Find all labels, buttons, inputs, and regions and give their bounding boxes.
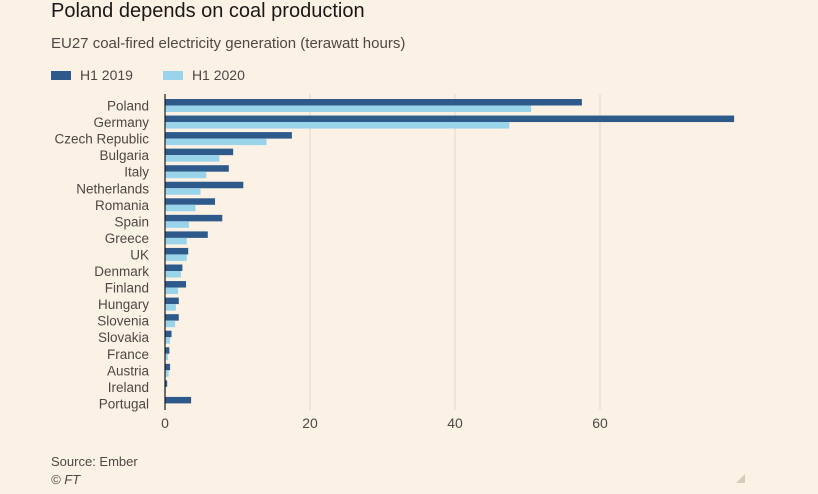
category-label-poland: Poland <box>107 99 149 114</box>
category-label-greece: Greece <box>105 231 149 246</box>
bar-finland-h1-2019 <box>165 281 187 288</box>
category-label-czech-republic: Czech Republic <box>54 132 149 147</box>
bar-slovakia-h1-2020 <box>165 337 171 344</box>
category-label-italy: Italy <box>124 165 149 180</box>
legend-swatch-h1-2020 <box>162 70 183 80</box>
category-label-slovakia: Slovakia <box>98 330 150 345</box>
legend-label-h1-2019: H1 2019 <box>80 67 133 83</box>
legend-item-h1-2020: H1 2020 <box>162 67 245 83</box>
bar-romania-h1-2019 <box>165 198 216 205</box>
x-tick-label-60: 60 <box>592 415 608 431</box>
bar-denmark-h1-2020 <box>165 271 181 278</box>
category-label-hungary: Hungary <box>98 297 149 312</box>
bar-slovenia-h1-2020 <box>165 320 176 328</box>
bar-denmark-h1-2019 <box>165 264 183 271</box>
category-label-portugal: Portugal <box>99 396 149 411</box>
category-label-netherlands: Netherlands <box>76 181 149 196</box>
category-label-bulgaria: Bulgaria <box>99 148 149 163</box>
bar-italy-h1-2020 <box>165 171 207 179</box>
credit-note: © FT <box>51 472 81 487</box>
bar-greece-h1-2020 <box>165 237 187 245</box>
corner-mark <box>736 474 745 483</box>
bar-ireland-h1-2019 <box>165 380 168 387</box>
bar-austria-h1-2019 <box>165 363 171 371</box>
bar-poland-h1-2019 <box>165 99 582 106</box>
bar-finland-h1-2020 <box>165 287 179 295</box>
x-tick-label-40: 40 <box>447 415 463 431</box>
bar-bulgaria-h1-2019 <box>165 148 234 156</box>
category-label-france: France <box>107 347 149 362</box>
legend-item-h1-2019: H1 2019 <box>51 67 133 83</box>
bar-germany-h1-2020 <box>165 122 510 129</box>
bar-france-h1-2019 <box>165 347 170 354</box>
legend-label-h1-2020: H1 2020 <box>191 67 245 83</box>
bar-austria-h1-2020 <box>165 370 169 377</box>
bar-slovakia-h1-2019 <box>165 330 172 338</box>
chart-title: Poland depends on coal production <box>51 0 365 22</box>
bar-bulgaria-h1-2020 <box>165 155 220 162</box>
chart-subtitle: EU27 coal-fired electricity generation (… <box>51 35 406 52</box>
category-label-uk: UK <box>130 247 149 262</box>
bar-portugal-h1-2019 <box>165 396 192 404</box>
bar-hungary-h1-2019 <box>165 297 179 305</box>
x-tick-label-0: 0 <box>161 415 169 431</box>
bar-hungary-h1-2020 <box>165 304 176 311</box>
bar-germany-h1-2019 <box>165 115 735 123</box>
category-label-germany: Germany <box>93 115 149 130</box>
bar-netherlands-h1-2020 <box>165 188 201 195</box>
bar-uk-h1-2019 <box>165 247 189 255</box>
legend-swatch-h1-2019 <box>51 70 71 80</box>
category-label-denmark: Denmark <box>94 264 149 279</box>
bar-slovenia-h1-2019 <box>165 314 179 321</box>
bar-romania-h1-2020 <box>165 204 196 212</box>
source-note: Source: Ember <box>51 454 138 469</box>
category-label-slovenia: Slovenia <box>97 314 149 329</box>
bar-spain-h1-2020 <box>165 221 189 228</box>
bar-czech-republic-h1-2020 <box>165 138 267 146</box>
bar-italy-h1-2019 <box>165 165 229 172</box>
category-label-spain: Spain <box>114 214 149 229</box>
bar-france-h1-2020 <box>165 353 168 361</box>
bar-czech-republic-h1-2019 <box>165 132 292 139</box>
category-label-finland: Finland <box>105 281 149 296</box>
bar-uk-h1-2020 <box>165 254 187 261</box>
x-tick-label-20: 20 <box>302 415 318 431</box>
category-label-romania: Romania <box>95 198 150 213</box>
bar-netherlands-h1-2019 <box>165 181 244 189</box>
bar-poland-h1-2020 <box>165 105 532 112</box>
bar-spain-h1-2019 <box>165 214 223 222</box>
category-label-ireland: Ireland <box>108 380 149 395</box>
chart-legend: H1 2019 H1 2020 <box>51 67 275 83</box>
category-label-austria: Austria <box>107 363 150 378</box>
bar-greece-h1-2019 <box>165 231 208 238</box>
